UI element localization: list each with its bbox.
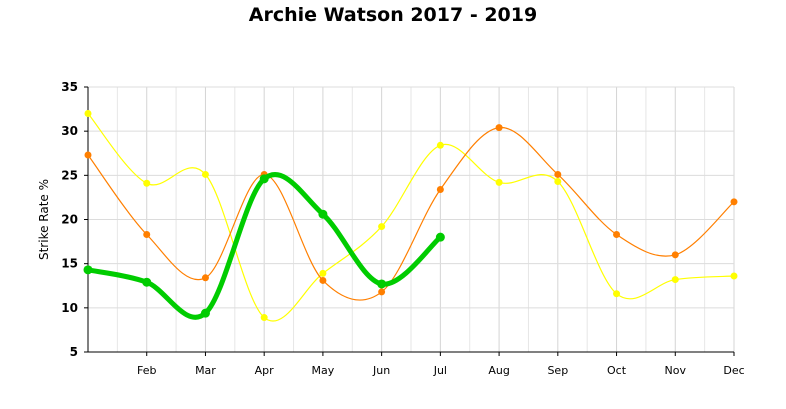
axis-layer (84, 86, 735, 356)
x-tick-label: Nov (665, 364, 687, 377)
x-tick-label: Mar (195, 364, 216, 377)
data-point (613, 290, 621, 298)
data-point (495, 178, 503, 186)
data-point (84, 110, 92, 117)
data-point (435, 232, 445, 242)
x-tick-label: Jun (372, 364, 390, 377)
y-tick-label: 25 (61, 168, 78, 182)
y-tick-label: 30 (61, 124, 78, 138)
data-point (142, 277, 152, 287)
data-point (143, 231, 151, 239)
x-tick-label: Feb (137, 364, 156, 377)
data-point (259, 174, 269, 184)
data-point (495, 124, 503, 132)
data-point (671, 251, 679, 259)
x-tick-label: Jul (433, 364, 447, 377)
data-point (436, 185, 444, 193)
data-point (436, 141, 444, 149)
x-tick-label: May (312, 364, 335, 377)
y-tick-label: 15 (61, 257, 78, 271)
chart-title: Archie Watson 2017 - 2019 (248, 4, 538, 26)
y-tick-label: 5 (70, 345, 78, 359)
data-point (613, 231, 621, 239)
x-tick-label: Apr (255, 364, 275, 377)
x-tick-label: Oct (607, 364, 627, 377)
label-layer: 5 10 15 20 25 30 35 Feb Mar Apr May Jun Jul Aug Sep Oct… (37, 80, 745, 377)
data-point (200, 308, 210, 318)
y-tick-label: 10 (61, 301, 78, 315)
y-tick-label: 20 (61, 213, 78, 227)
data-point (377, 279, 387, 289)
x-tick-label: Dec (723, 364, 744, 377)
y-axis-title: Strike Rate % (37, 179, 51, 260)
x-tick-label: Sep (547, 364, 568, 377)
data-point (378, 223, 386, 231)
y-tick-label: 35 (61, 80, 78, 94)
data-point (201, 274, 209, 282)
data-point (319, 269, 327, 277)
data-point (730, 198, 738, 206)
series-layer (83, 110, 738, 322)
data-point (84, 151, 92, 159)
data-point (201, 170, 209, 178)
data-point (319, 276, 327, 284)
data-point (143, 179, 151, 187)
data-point (554, 170, 562, 178)
data-point (671, 276, 679, 284)
data-point (730, 272, 738, 280)
x-tick-label: Aug (488, 364, 509, 377)
data-point (318, 209, 328, 219)
data-point (260, 314, 268, 322)
data-point (554, 178, 562, 186)
data-point (378, 288, 386, 296)
data-point (83, 265, 93, 275)
